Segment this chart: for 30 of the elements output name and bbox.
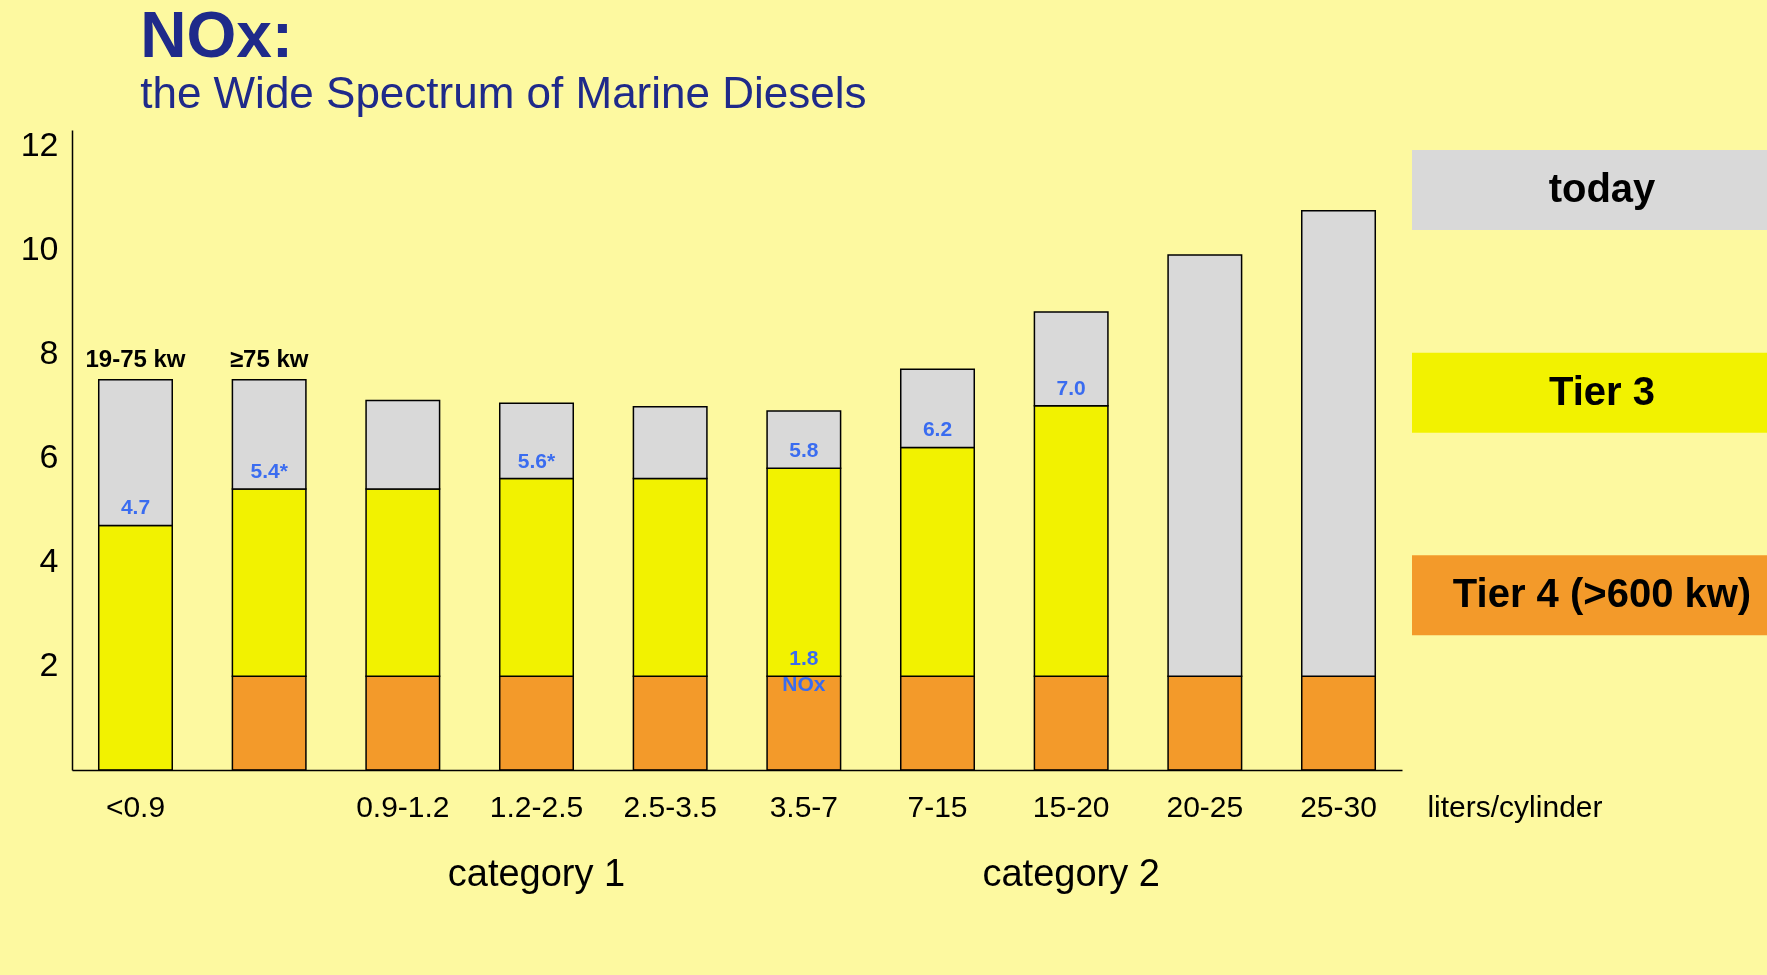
text: today [1548,166,1657,210]
annotation: 5.4* [250,459,289,483]
x-tick-label: 25-30 [1300,789,1377,823]
annotation: 5.8 [789,438,819,462]
y-tick-label: 4 [39,541,59,580]
annotation: 6.2 [922,417,953,441]
x-tick-label: 0.9-1.2 [356,789,450,823]
y-tick-label: 2 [39,645,59,684]
annotation: 7.0 [1056,375,1086,399]
annotation: ≥75 kw [229,344,309,372]
x-axis-title: liters/cylinder [1427,789,1603,823]
x-tick-label: 2.5-3.5 [623,789,717,823]
annotation: 1.8 NOx [782,646,826,696]
annotation: 4.7 [120,495,151,519]
annotation: 19-75 kw [85,344,186,372]
text: category 1 [447,852,626,894]
x-tick-label: <0.9 [105,789,166,823]
x-tick-label: 20-25 [1166,789,1244,823]
x-tick-label: 3.5-7 [769,789,839,823]
annotation: 5.6* [517,448,556,472]
y-tick-label: 8 [39,333,59,372]
x-tick-label: 7-15 [907,789,968,823]
text: Tier 3 [1549,368,1655,413]
x-tick-label: 15-20 [1032,789,1110,823]
x-tick-label: 1.2-2.5 [489,789,584,823]
y-tick-label: 12 [20,125,59,164]
y-tick-label: 6 [39,437,59,476]
text: category 2 [982,852,1160,894]
text: Tier 4 (>600 kw) [1452,571,1752,616]
y-tick-label: 10 [20,229,59,268]
